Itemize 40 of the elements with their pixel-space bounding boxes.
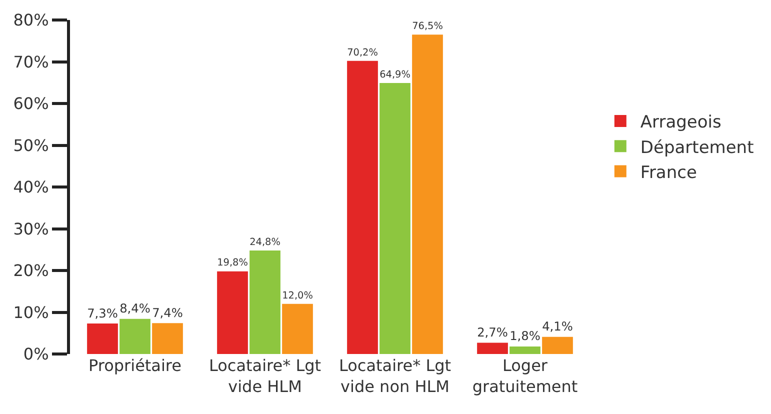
y-tick-label: 10% <box>13 302 49 322</box>
bar <box>87 324 118 354</box>
data-label: 12,0% <box>282 290 313 302</box>
data-label: 4,1% <box>542 320 573 334</box>
data-label: 70,2% <box>347 47 378 58</box>
data-label: 2,7% <box>477 325 508 340</box>
bar <box>347 60 378 354</box>
x-tick-label: Locataire* Lgt vide HLM <box>208 356 322 396</box>
y-tick-label: 30% <box>13 219 49 238</box>
bar <box>282 304 313 354</box>
data-label: 7,3% <box>87 306 118 320</box>
bar <box>250 250 280 354</box>
y-tick-label: 20% <box>13 261 49 280</box>
y-tick-label: 80% <box>13 10 49 30</box>
x-tick-label: Propriétaire <box>88 356 182 375</box>
bar <box>120 318 150 354</box>
y-tick-label: 70% <box>13 52 49 72</box>
y-tick-label: 0% <box>23 344 49 364</box>
data-label: 76,5% <box>412 21 443 32</box>
data-label: 1,8% <box>510 329 540 344</box>
bar <box>542 336 573 354</box>
data-label: 64,9% <box>380 69 410 80</box>
bar <box>152 323 183 354</box>
data-label: 8,4% <box>120 302 150 316</box>
x-tick-label: Loger gratuitement <box>472 356 578 396</box>
bar <box>477 342 508 354</box>
bar <box>510 346 540 354</box>
data-label: 24,8% <box>250 236 280 248</box>
bar <box>412 34 443 354</box>
legend-label: Département <box>640 138 754 158</box>
legend-label: Arrageois <box>640 112 722 133</box>
x-tick-label: Locataire* Lgt vide non HLM <box>338 356 452 396</box>
y-tick-label: 40% <box>13 178 49 197</box>
y-tick-label: 60% <box>13 94 49 114</box>
legend-label: France <box>640 162 697 183</box>
bar <box>217 271 248 354</box>
data-label: 19,8% <box>217 258 248 269</box>
bar <box>380 83 410 354</box>
y-tick-label: 50% <box>13 136 49 155</box>
data-label: 7,4% <box>152 306 183 320</box>
